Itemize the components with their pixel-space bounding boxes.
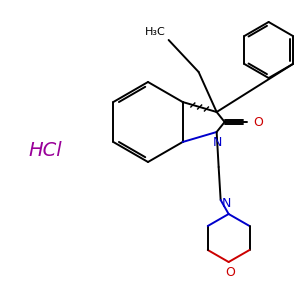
Text: O: O bbox=[254, 116, 263, 128]
Text: N: N bbox=[213, 136, 222, 148]
Text: O: O bbox=[226, 266, 236, 279]
Text: N: N bbox=[222, 197, 231, 210]
Text: H₃C: H₃C bbox=[145, 27, 166, 37]
Text: HCl: HCl bbox=[28, 140, 62, 160]
